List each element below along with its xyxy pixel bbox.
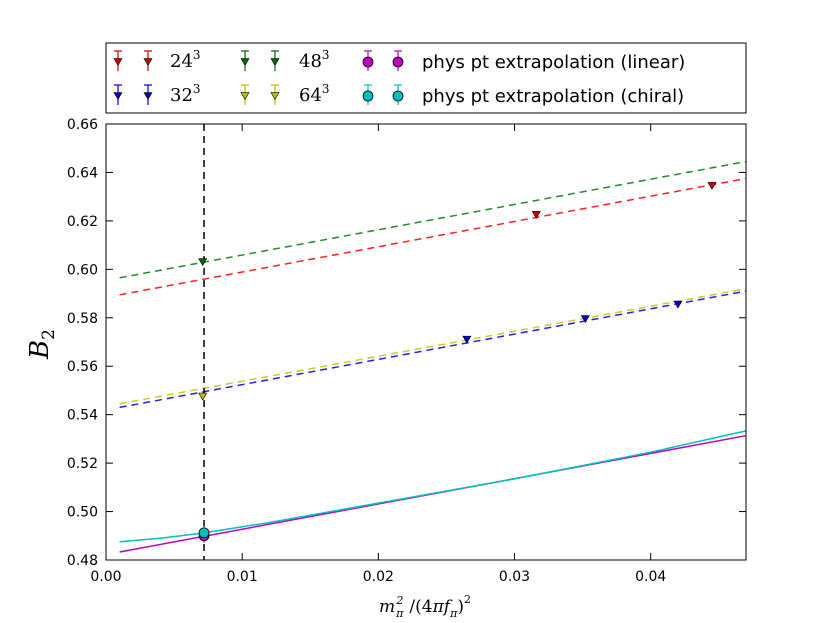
fit-line-5 — [119, 430, 747, 543]
y-tick-label: 0.58 — [67, 311, 98, 327]
data-point-1-0 — [462, 335, 472, 344]
legend: 243 323 483 643 phys pt extrapolation (l… — [105, 42, 747, 114]
legend-markers — [113, 50, 404, 105]
legend-label-chiral: phys pt extrapolation (chiral) — [422, 86, 684, 107]
x-tick-label: 0.00 — [90, 569, 121, 585]
y-axis-label: B2 — [25, 329, 59, 360]
legend-label-linear: phys pt extrapolation (linear) — [422, 52, 685, 73]
legend-marker — [270, 58, 280, 66]
legend-marker — [143, 58, 153, 66]
y-tick-label: 0.54 — [67, 408, 98, 424]
y-tick-label: 0.66 — [67, 117, 98, 133]
fit-line-3 — [119, 287, 747, 405]
y-tick-label: 0.64 — [67, 165, 98, 181]
legend-marker — [143, 92, 153, 100]
data-point-5-0 — [198, 527, 210, 539]
y-tick-label: 0.48 — [67, 553, 98, 569]
legend-label-24: 243 — [170, 48, 201, 72]
axis-ticks: 0.00 0.01 0.02 0.03 0.04 0.48 0.50 0.52 0.54 0.56… — [67, 117, 746, 585]
data-point-1-1 — [580, 315, 590, 323]
legend-marker — [113, 92, 123, 100]
fit-lines — [119, 160, 747, 553]
x-tick-label: 0.04 — [635, 569, 666, 585]
x-axis-label: mπ2/(4πfπ)2 — [379, 593, 471, 620]
plot-frame — [105, 123, 747, 561]
legend-label-64: 643 — [299, 82, 330, 106]
fit-line-1 — [119, 290, 747, 409]
legend-marker — [113, 58, 123, 66]
y-tick-label: 0.50 — [67, 505, 98, 521]
legend-box — [105, 42, 747, 114]
x-tick-label: 0.01 — [227, 569, 258, 585]
data-point-0-0 — [531, 211, 541, 219]
legend-label-32: 323 — [170, 82, 201, 106]
legend-marker — [240, 92, 250, 100]
x-tick-label: 0.02 — [363, 569, 394, 585]
y-tick-label: 0.56 — [67, 359, 98, 375]
plot-area — [106, 124, 746, 560]
x-tick-label: 0.03 — [499, 569, 530, 585]
data-point-2-0 — [198, 258, 208, 267]
legend-marker — [270, 92, 280, 100]
data-point-3-0 — [198, 392, 208, 401]
data-point-1-2 — [673, 300, 683, 309]
legend-marker — [240, 58, 250, 66]
fit-line-2 — [119, 160, 747, 279]
y-tick-label: 0.62 — [67, 214, 98, 230]
y-tick-label: 0.60 — [67, 262, 98, 278]
legend-label-48: 483 — [299, 48, 330, 72]
y-tick-label: 0.52 — [67, 456, 98, 472]
legend-marker — [392, 56, 404, 68]
legend-marker — [392, 90, 404, 102]
data-points — [198, 182, 717, 543]
fit-line-0 — [119, 177, 747, 296]
legend-marker — [362, 90, 374, 102]
data-point-0-1 — [707, 182, 717, 190]
legend-marker — [362, 56, 374, 68]
